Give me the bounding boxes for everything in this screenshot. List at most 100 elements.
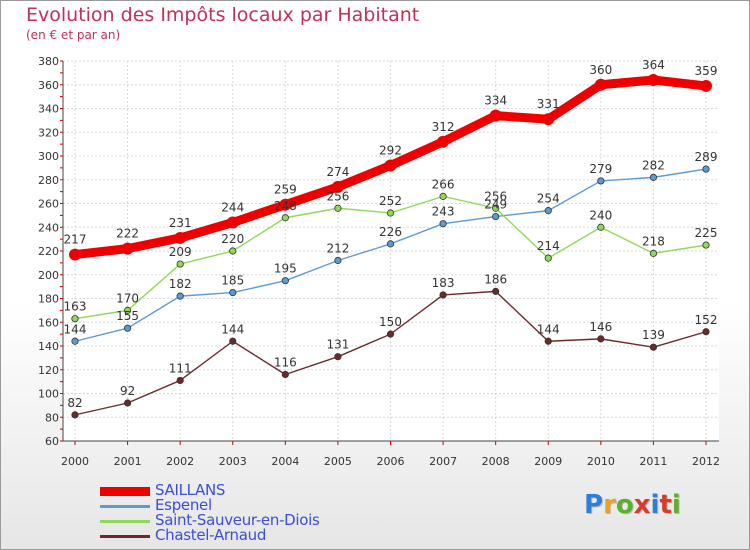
x-tick-label: 2006: [377, 455, 405, 468]
data-label: 256: [484, 189, 507, 203]
y-tick-label: 360: [38, 79, 59, 92]
data-label: 217: [64, 233, 87, 247]
data-label: 249: [484, 198, 507, 212]
data-point: [594, 78, 607, 91]
data-point: [492, 212, 500, 221]
data-label: 92: [120, 384, 135, 398]
data-point: [123, 324, 132, 332]
data-label: 231: [169, 216, 192, 230]
data-point: [597, 223, 605, 231]
data-label: 225: [695, 226, 718, 240]
data-point: [71, 411, 79, 419]
data-point: [229, 337, 237, 345]
data-point: [439, 220, 447, 228]
data-label: 163: [64, 300, 87, 314]
data-point: [439, 192, 447, 200]
data-point: [71, 315, 79, 323]
data-label: 334: [484, 94, 507, 108]
logo-letter: i: [650, 490, 660, 520]
data-point: [384, 159, 397, 172]
data-point: [229, 288, 237, 297]
legend-label: Chastel-Arnaud: [155, 526, 267, 544]
x-tick-label: 2001: [114, 455, 142, 468]
logo-letter: i: [671, 490, 681, 520]
data-label: 146: [589, 320, 612, 334]
data-point: [544, 207, 552, 215]
data-label: 144: [64, 322, 87, 336]
data-point: [121, 242, 134, 255]
data-label: 252: [379, 194, 402, 208]
data-label: 139: [642, 328, 665, 342]
data-point: [489, 109, 502, 122]
proxiti-logo: Proxiti: [584, 490, 681, 520]
logo-letter: P: [584, 490, 604, 520]
data-point: [702, 165, 710, 173]
data-point: [331, 180, 344, 193]
data-point: [229, 247, 237, 255]
data-point: [386, 209, 395, 217]
legend-label: Espenel: [155, 496, 212, 514]
y-tick-label: 300: [38, 150, 59, 163]
data-label: 116: [274, 356, 297, 370]
data-point: [176, 260, 184, 268]
data-label: 226: [379, 225, 402, 239]
data-label: 144: [537, 322, 560, 336]
legend-swatch: [100, 505, 150, 508]
data-label: 220: [221, 232, 244, 246]
data-label: 82: [67, 396, 82, 410]
legend-swatch: [100, 487, 150, 496]
data-point: [700, 79, 712, 92]
data-point: [176, 292, 184, 300]
data-label: 218: [642, 234, 665, 248]
y-tick-label: 200: [38, 269, 59, 282]
data-label: 279: [589, 162, 612, 176]
data-point: [649, 249, 658, 257]
data-label: 185: [221, 274, 244, 288]
data-point: [597, 335, 605, 343]
y-tick-label: 100: [38, 388, 59, 401]
data-point: [647, 74, 660, 86]
data-point: [174, 231, 187, 244]
data-label: 131: [326, 338, 349, 352]
data-point: [544, 254, 552, 262]
y-tick-label: 140: [38, 340, 59, 353]
data-label: 152: [695, 313, 718, 327]
x-tick-label: 2011: [639, 455, 667, 468]
x-tick-label: 2003: [219, 455, 247, 468]
data-point: [334, 204, 342, 212]
data-point: [492, 204, 500, 212]
chart-subtitle: (en € et par an): [26, 28, 121, 42]
x-tick-label: 2007: [429, 455, 457, 468]
data-label: 364: [642, 58, 665, 72]
logo-letter: x: [633, 490, 651, 520]
y-tick-label: 160: [38, 316, 59, 329]
data-label: 222: [116, 227, 139, 241]
y-tick-label: 340: [38, 103, 59, 116]
data-point: [544, 337, 552, 345]
data-point: [281, 277, 289, 285]
data-label: 289: [695, 150, 718, 164]
data-point: [176, 376, 184, 385]
x-tick-label: 2004: [271, 455, 299, 468]
x-tick-label: 2002: [166, 455, 194, 468]
data-label: 212: [326, 242, 349, 256]
y-tick-label: 180: [38, 293, 59, 306]
data-point: [334, 353, 342, 361]
legend-label: Saint-Sauveur-en-Diois: [155, 511, 320, 529]
y-tick-label: 60: [45, 435, 59, 448]
logo-letter: t: [659, 490, 672, 520]
data-label: 360: [589, 63, 612, 77]
logo-letter: r: [603, 490, 616, 520]
legend-swatch: [100, 535, 150, 538]
chart-title: Evolution des Impôts locaux par Habitant: [26, 4, 420, 26]
legend-label: SAILLANS: [155, 481, 226, 499]
data-label: 244: [221, 201, 244, 215]
data-label: 183: [432, 276, 455, 290]
logo-letter: o: [615, 490, 634, 520]
data-point: [69, 248, 81, 261]
y-tick-label: 280: [38, 174, 59, 187]
x-tick-label: 2000: [61, 455, 89, 468]
data-point: [542, 113, 555, 126]
data-point: [281, 370, 289, 379]
